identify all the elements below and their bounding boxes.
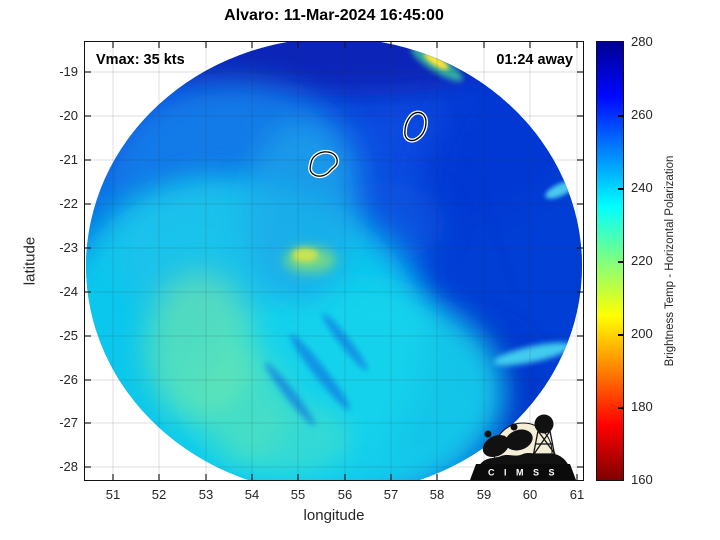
- cimss-logo-banner: [470, 464, 576, 480]
- colorbar-tickmark: [618, 334, 623, 336]
- colorbar-tick-label: 200: [631, 326, 653, 341]
- x-tick-label: 53: [198, 487, 214, 502]
- y-tick-label: -26: [59, 372, 78, 387]
- x-tick-label: 60: [522, 487, 538, 502]
- x-tick-label: 61: [569, 487, 585, 502]
- y-tick-label: -27: [59, 415, 78, 430]
- y-axis-label: latitude: [21, 236, 39, 286]
- y-tick-label: -20: [59, 108, 78, 123]
- colorbar-tick-label: 260: [631, 107, 653, 122]
- colorbar-tick-label: 280: [631, 34, 653, 49]
- y-tick-label: -22: [59, 196, 78, 211]
- axis-ticks: [85, 42, 583, 480]
- coastline-contours: [308, 110, 429, 179]
- colorbar-tickmark: [618, 188, 623, 190]
- x-tick-label: 54: [244, 487, 260, 502]
- colorbar-tick-label: 160: [631, 472, 653, 487]
- colorbar-tick-label: 180: [631, 399, 653, 414]
- brightness-temp-field: [85, 42, 583, 480]
- x-tick-label: 58: [429, 487, 445, 502]
- cimss-logo: C I M S S: [470, 414, 576, 480]
- x-tick-label: 56: [337, 487, 353, 502]
- x-tick-label: 59: [476, 487, 492, 502]
- x-tick-label: 52: [151, 487, 167, 502]
- y-tick-label: -23: [59, 240, 78, 255]
- colorbar-tick-label: 240: [631, 180, 653, 195]
- y-tick-label: -25: [59, 328, 78, 343]
- x-tick-label: 57: [383, 487, 399, 502]
- y-tick-label: -28: [59, 459, 78, 474]
- y-tick-label: -21: [59, 152, 78, 167]
- plot-title: Alvaro: 11-Mar-2024 16:45:00: [224, 7, 444, 24]
- colorbar: [596, 41, 624, 481]
- x-tick-label: 55: [290, 487, 306, 502]
- x-tick-label: 51: [105, 487, 121, 502]
- colorbar-tickmark: [618, 407, 623, 409]
- colorbar-tick-label: 220: [631, 253, 653, 268]
- cimss-logo-dishes-icon: [479, 423, 569, 466]
- colorbar-axis-label: Brightness Temp - Horizontal Polarizatio…: [664, 155, 676, 367]
- vmax-annotation: Vmax: 35 kts: [96, 52, 185, 68]
- cimss-logo-watertower-ball: [534, 414, 554, 434]
- colorbar-tickmark: [618, 115, 623, 117]
- eta-annotation: 01:24 away: [496, 52, 573, 68]
- x-axis-label: longitude: [303, 507, 365, 524]
- cimss-logo-text: C I M S S: [488, 468, 558, 478]
- y-tick-label: -19: [59, 64, 78, 79]
- colorbar-tickmark: [618, 261, 623, 263]
- y-tick-label: -24: [59, 284, 78, 299]
